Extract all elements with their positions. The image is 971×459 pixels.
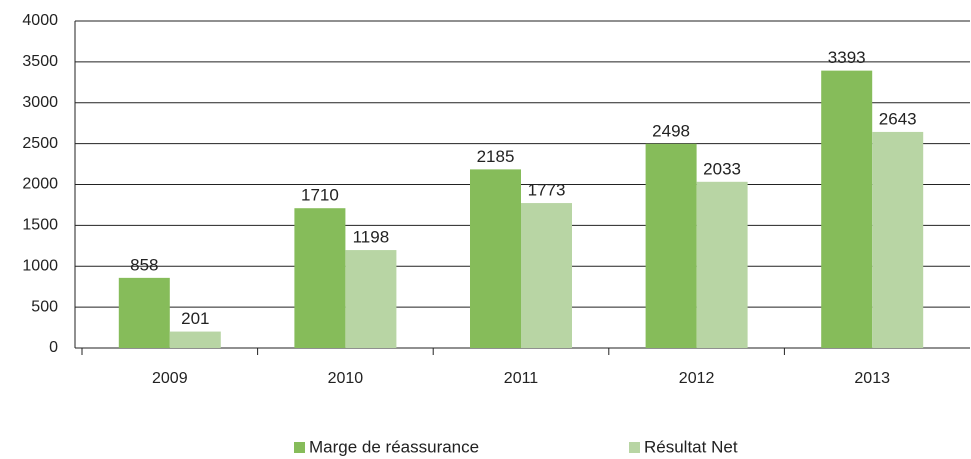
y-tick-label: 1000: [22, 257, 58, 274]
data-label: 2185: [477, 147, 515, 166]
bar: [821, 70, 873, 348]
data-label: 1773: [528, 181, 566, 200]
y-tick-label: 3500: [22, 53, 58, 70]
bar: [345, 250, 397, 348]
y-tick-label: 2500: [22, 135, 58, 152]
data-label: 201: [181, 309, 209, 328]
bar: [696, 181, 748, 348]
x-tick-label: 2010: [328, 370, 364, 387]
y-tick-label: 4000: [22, 12, 58, 29]
legend-label: Résultat Net: [644, 437, 738, 456]
legend-swatch: [629, 442, 640, 453]
bar: [521, 203, 572, 348]
x-tick-label: 2011: [504, 370, 539, 387]
data-label: 2643: [879, 109, 917, 128]
bar: [294, 208, 346, 348]
data-label: 2033: [703, 159, 741, 178]
x-tick-label: 2009: [152, 370, 188, 387]
bar: [872, 131, 924, 348]
bar: [470, 169, 521, 348]
y-tick-label: 0: [49, 339, 58, 356]
data-label: 2498: [652, 121, 690, 140]
legend-label: Marge de réassurance: [309, 437, 479, 456]
data-label: 1710: [301, 186, 339, 205]
data-label: 3393: [828, 48, 866, 67]
y-tick-label: 3000: [22, 94, 58, 111]
y-tick-label: 1500: [22, 217, 58, 234]
x-tick-label: 2012: [679, 370, 715, 387]
bar: [645, 143, 697, 348]
legend-swatch: [294, 442, 305, 453]
bar: [169, 331, 221, 348]
x-tick-label: 2013: [854, 370, 890, 387]
y-tick-label: 500: [31, 298, 58, 315]
y-tick-label: 2000: [22, 176, 58, 193]
data-label: 858: [130, 255, 158, 274]
bar: [118, 277, 170, 348]
data-label: 1198: [353, 228, 390, 247]
